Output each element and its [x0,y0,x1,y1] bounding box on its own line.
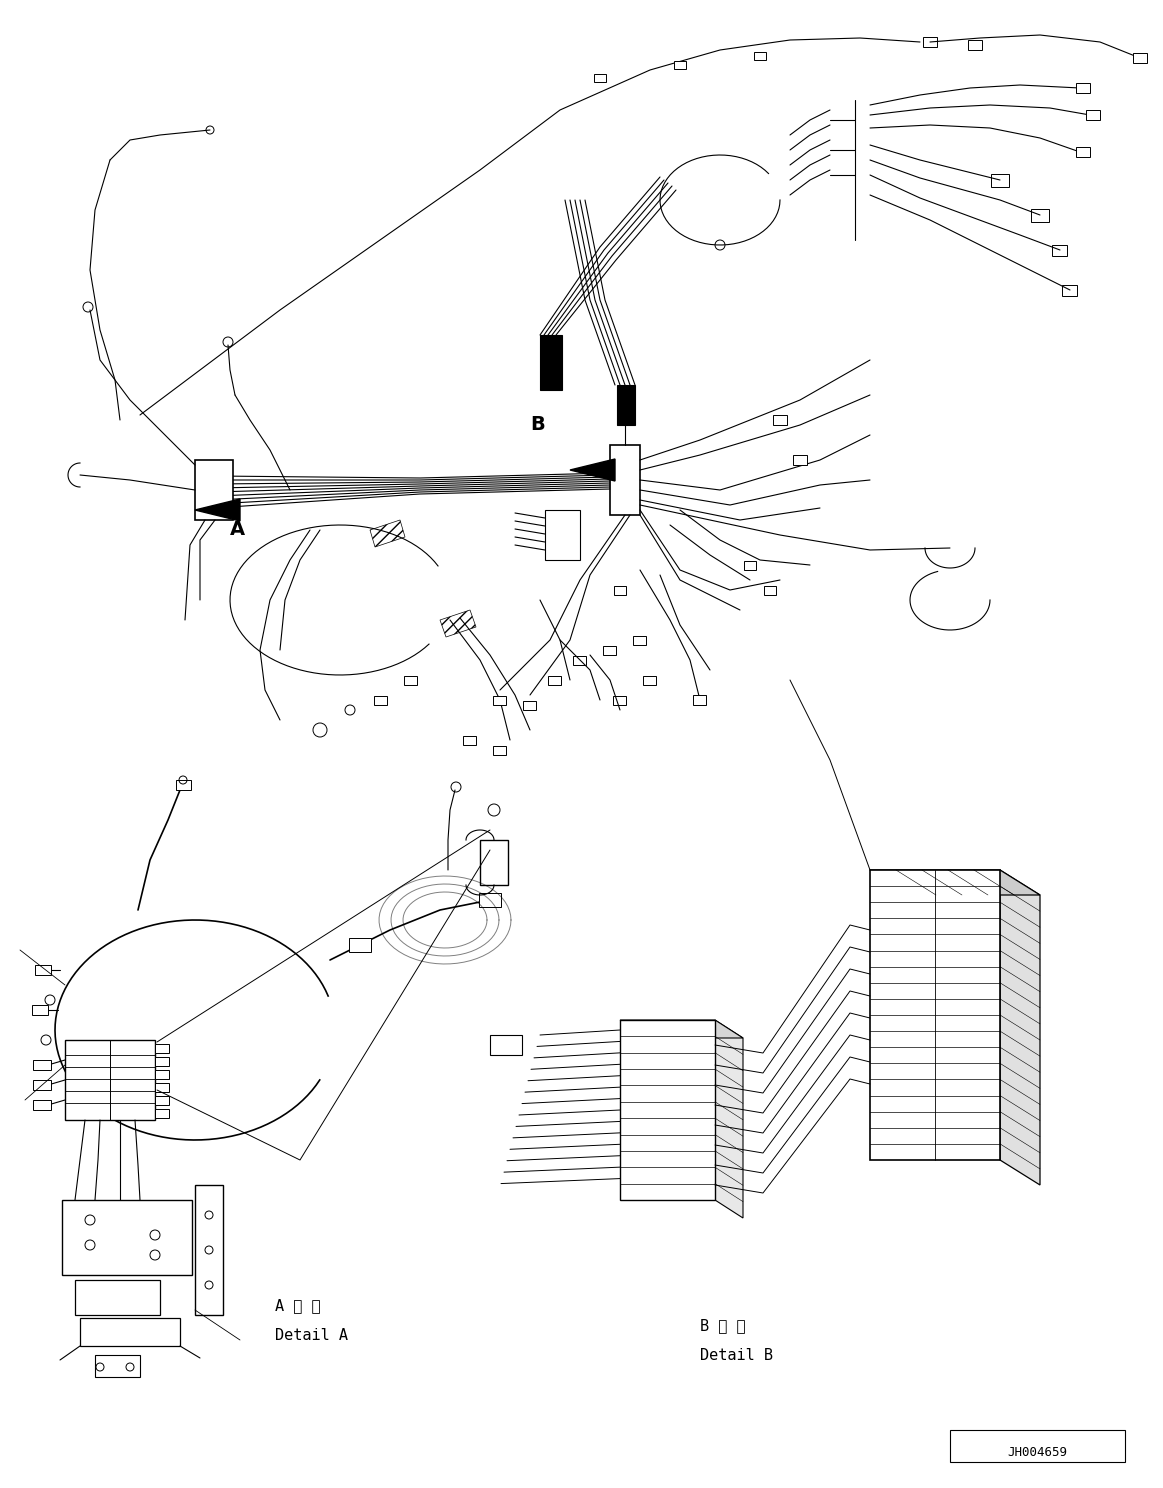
Bar [155,1082,169,1092]
Bar [545,510,580,559]
Bar [464,735,477,744]
Bar [604,646,616,655]
Bar [373,695,386,704]
Bar [1032,208,1049,222]
Bar [693,695,706,705]
Bar [540,335,562,390]
Bar [480,841,508,885]
Bar [349,937,371,952]
Bar [991,174,1009,186]
Bar [33,1059,51,1070]
Text: JH004659: JH004659 [1007,1445,1066,1458]
Bar [155,1043,169,1052]
Bar [1133,54,1147,62]
Bar [675,61,686,68]
Bar [1053,244,1068,256]
Bar [490,1036,522,1055]
Polygon shape [1000,870,1040,1184]
Bar [923,37,937,48]
Polygon shape [195,498,240,521]
Bar [95,1356,140,1376]
Bar [33,1080,51,1091]
Bar [80,1318,180,1347]
Polygon shape [440,610,476,637]
Bar [195,1184,223,1315]
Text: A: A [230,519,245,539]
Bar [773,415,787,426]
Bar [754,52,766,60]
Text: Detail B: Detail B [700,1348,773,1363]
Bar [479,893,501,908]
Bar [1086,110,1100,121]
Bar [33,1004,48,1015]
Bar [65,1040,155,1120]
Bar [33,1100,51,1110]
Bar [404,676,416,684]
Bar [764,585,776,595]
Text: A 詳 細: A 詳 細 [274,1298,321,1312]
Bar [634,635,647,644]
Bar [195,460,233,519]
Bar [1063,284,1077,296]
Bar [614,585,626,595]
Bar [611,445,640,515]
Bar [35,966,51,975]
Polygon shape [570,458,615,481]
Bar [870,870,1000,1161]
Bar [74,1280,160,1315]
Bar [620,1019,715,1199]
Bar [573,656,586,665]
Polygon shape [370,519,405,548]
Bar [155,1070,169,1079]
Text: Detail A: Detail A [274,1327,348,1344]
Polygon shape [870,870,1040,894]
Text: B 詳 細: B 詳 細 [700,1318,745,1333]
Bar [523,701,536,710]
Bar [155,1056,169,1065]
Bar [493,695,507,704]
Text: B: B [530,415,544,434]
Bar [793,455,807,466]
Bar [549,676,562,684]
Bar [493,745,507,754]
Bar [968,40,982,51]
Bar [62,1199,192,1275]
Polygon shape [715,1019,743,1219]
Bar [618,385,635,426]
Bar [594,74,606,82]
Bar [1076,83,1090,94]
Bar [744,561,756,570]
Polygon shape [620,1019,743,1039]
Bar [1076,147,1090,158]
Bar [950,1430,1125,1463]
Bar [155,1095,169,1104]
Bar [643,676,656,684]
Bar [176,780,191,790]
Bar [614,695,627,704]
Bar [155,1109,169,1117]
